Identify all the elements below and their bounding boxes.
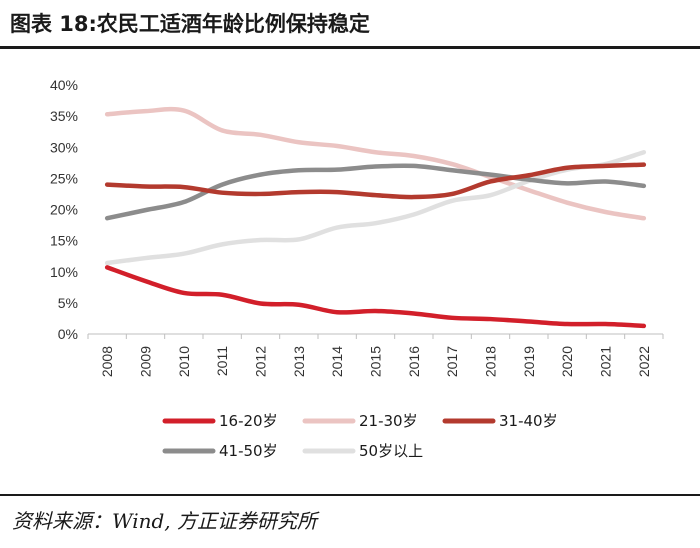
y-tick-label: 25% [50, 170, 78, 186]
series-line [104, 163, 647, 221]
title-rule [0, 46, 700, 49]
source-note: 资料来源：Wind, 方正证券研究所 [12, 509, 317, 533]
legend-label: 50岁以上 [359, 442, 423, 460]
legend-label: 16-20岁 [219, 412, 278, 430]
y-tick-label: 0% [58, 326, 78, 342]
series-line [104, 106, 647, 221]
series-line [104, 149, 647, 266]
chart-title: 图表 18:农民工适酒年龄比例保持稳定 [10, 12, 370, 36]
x-tick-label: 2019 [521, 346, 537, 377]
x-tick-label: 2016 [406, 346, 422, 377]
y-tick-label: 5% [58, 295, 78, 311]
series-line [104, 162, 647, 200]
y-tick-label: 15% [50, 233, 78, 249]
x-tick-label: 2021 [598, 346, 614, 377]
y-tick-label: 20% [50, 202, 78, 218]
y-tick-label: 10% [50, 264, 78, 280]
x-tick-label: 2011 [214, 346, 230, 376]
y-tick-label: 35% [50, 108, 78, 124]
x-tick-label: 2020 [559, 346, 575, 377]
x-tick-label: 2014 [329, 346, 345, 377]
legend-label: 31-40岁 [499, 412, 558, 430]
series-line [104, 265, 647, 329]
legend-label: 41-50岁 [219, 442, 278, 460]
x-tick-label: 2012 [253, 346, 269, 377]
x-tick-label: 2008 [99, 346, 115, 377]
x-tick-label: 2013 [291, 346, 307, 377]
y-tick-label: 40% [50, 77, 78, 93]
x-tick-label: 2015 [368, 346, 384, 377]
legend-label: 21-30岁 [359, 412, 418, 430]
x-tick-label: 2018 [483, 346, 499, 377]
x-tick-label: 2022 [636, 346, 652, 377]
x-tick-label: 2010 [176, 346, 192, 377]
x-tick-label: 2017 [444, 346, 460, 377]
y-tick-label: 30% [50, 139, 78, 155]
x-tick-label: 2009 [138, 346, 154, 377]
source-rule [0, 494, 700, 496]
